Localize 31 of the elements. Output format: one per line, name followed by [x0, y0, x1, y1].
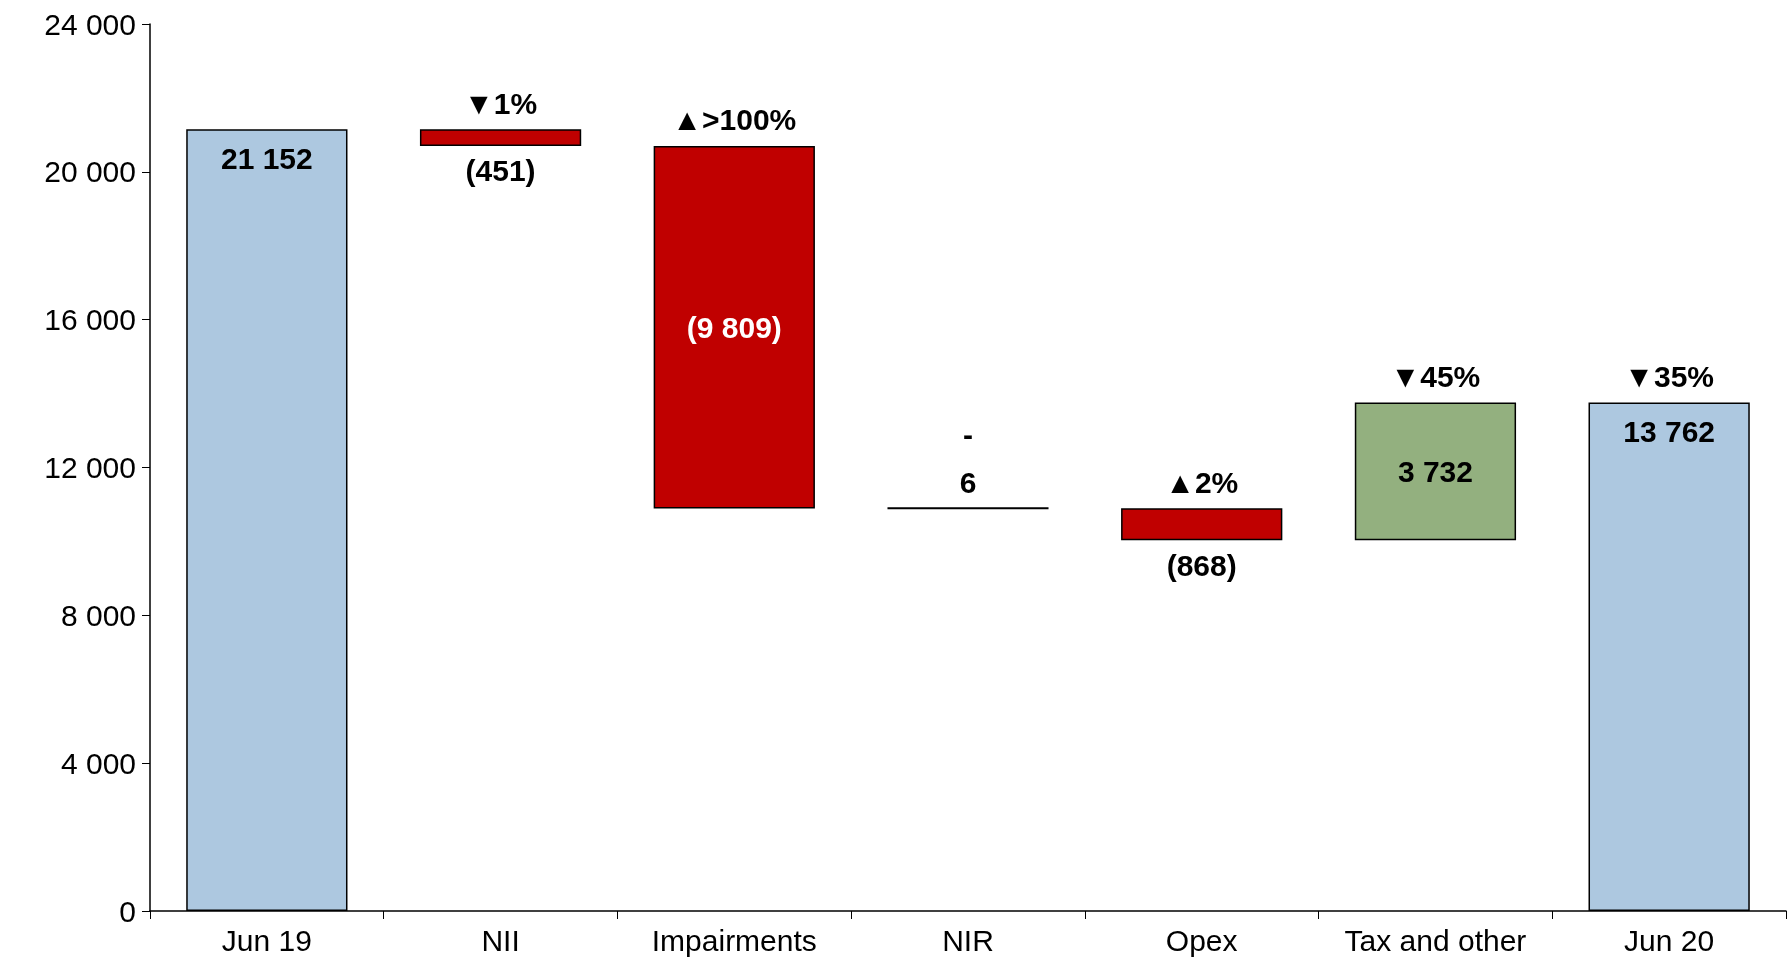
- bar: [419, 129, 582, 146]
- annotation: ▼45%: [1390, 359, 1481, 393]
- bar: [1354, 402, 1517, 541]
- x-tick-label: Jun 19: [221, 923, 312, 957]
- data-label: 21 152: [220, 141, 313, 175]
- data-label: 3 732: [1397, 454, 1473, 488]
- x-tick-label: Opex: [1165, 923, 1238, 957]
- x-tick-label: Jun 20: [1624, 923, 1715, 957]
- x-tick-label: Tax and other: [1344, 923, 1527, 957]
- y-tick-label: 12 000: [44, 451, 136, 484]
- data-label: (868): [1166, 548, 1237, 582]
- data-label: (9 809): [686, 310, 782, 344]
- data-label: (451): [465, 154, 536, 188]
- annotation: -: [963, 417, 973, 451]
- annotation: ▼35%: [1624, 359, 1715, 393]
- y-tick-label: 0: [119, 894, 136, 928]
- y-tick-label: 4 000: [60, 746, 136, 780]
- data-label: 13 762: [1623, 414, 1716, 448]
- annotation: ▲2%: [1165, 465, 1239, 499]
- bar: [1121, 508, 1283, 541]
- y-tick-label: 20 000: [44, 155, 136, 189]
- x-tick-label: Impairments: [651, 923, 817, 957]
- annotation: ▼1%: [464, 86, 538, 120]
- y-tick-label: 8 000: [60, 598, 136, 632]
- bar: [653, 145, 815, 509]
- data-label: 6: [959, 465, 977, 499]
- x-tick-label: NII: [481, 923, 520, 957]
- y-tick-label: 16 000: [44, 303, 136, 337]
- x-tick-label: NIR: [942, 923, 994, 957]
- y-tick-label: 24 000: [44, 7, 136, 41]
- annotation: ▲>100%: [672, 103, 797, 137]
